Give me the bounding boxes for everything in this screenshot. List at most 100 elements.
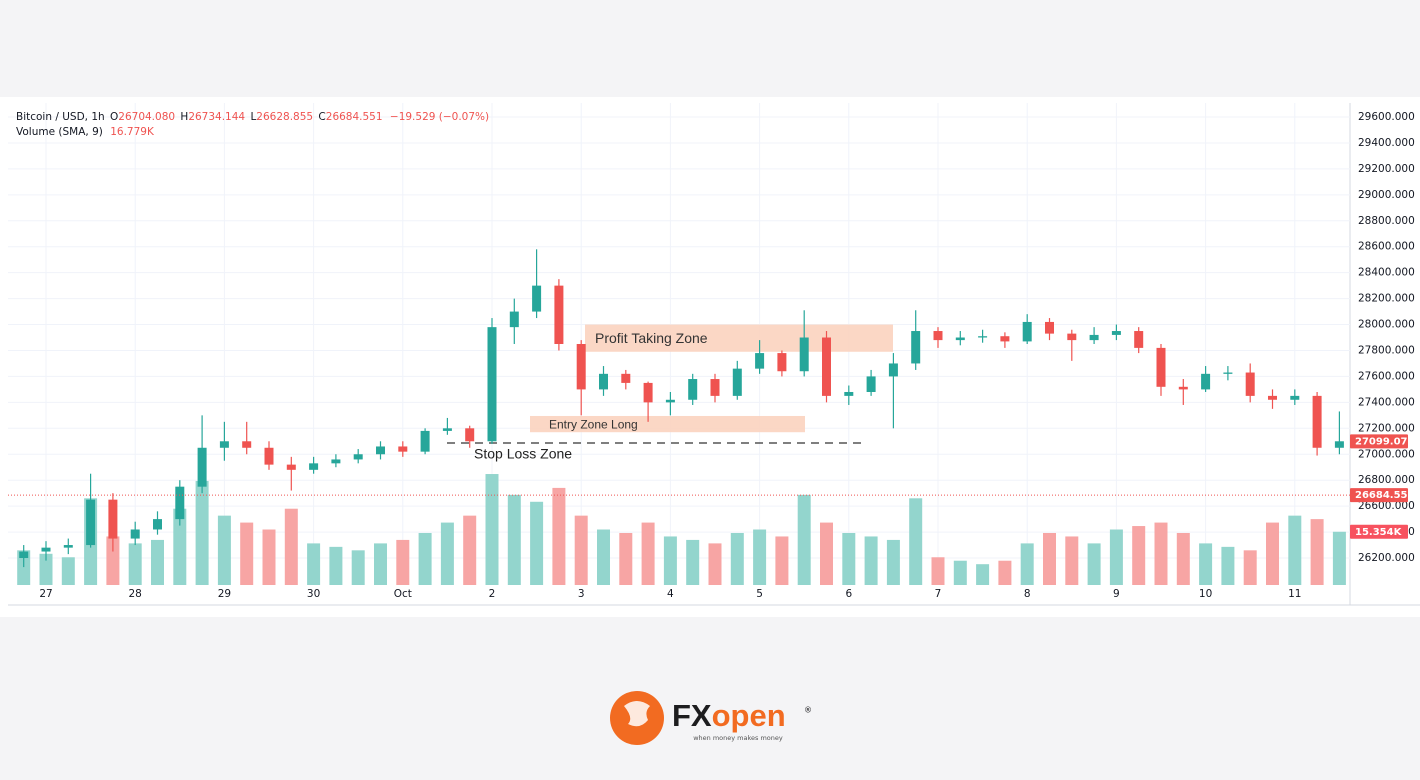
y-tick-label: 27600.000 [1358, 370, 1415, 382]
logo-tagline: when money makes money [693, 734, 783, 742]
prev-close-label: 26684.551 [1355, 490, 1415, 501]
x-tick-label: 28 [129, 588, 142, 600]
volume-bar [1132, 526, 1146, 585]
candle-body [888, 363, 898, 377]
close-value: 26684.551 [326, 111, 383, 123]
volume-bar [775, 536, 789, 585]
candle-body [732, 368, 742, 396]
y-tick-label: 27200.000 [1358, 422, 1415, 434]
volume-bar [842, 532, 856, 585]
candle-body [130, 529, 140, 539]
candle-body [86, 499, 96, 546]
volume-bar [530, 501, 544, 585]
logo-emblem [624, 701, 650, 727]
high-label: H [180, 111, 188, 123]
volume-bar [1221, 546, 1235, 585]
candle-body [777, 353, 787, 372]
candle-body [1178, 386, 1188, 390]
high-value: 26734.144 [188, 111, 245, 123]
candle-body [1089, 334, 1099, 341]
volume-bar [1288, 515, 1302, 585]
volume-bar [240, 522, 254, 585]
volume-bar [1310, 519, 1324, 585]
candle-body [264, 447, 274, 465]
candle-body [442, 428, 452, 431]
low-label: L [250, 111, 256, 123]
volume-bar [708, 543, 722, 585]
stop-loss-label: Stop Loss Zone [474, 446, 572, 462]
y-tick-label: 26200.000 [1358, 552, 1415, 564]
y-tick-label: 29400.000 [1358, 137, 1415, 149]
x-tick-label: 2 [489, 588, 496, 600]
candle-body [41, 547, 51, 552]
open-label: O [110, 111, 118, 123]
close-label: C [318, 111, 325, 123]
candle-body [420, 430, 430, 452]
volume-bar [1109, 529, 1123, 585]
candle-body [1000, 336, 1010, 342]
x-tick-label: 5 [756, 588, 763, 600]
candle-body [844, 391, 854, 396]
volume-bar [886, 539, 900, 585]
x-tick-label: 29 [218, 588, 231, 600]
volume-bar [128, 543, 142, 585]
zones: Profit Taking Zone Entry Zone Long Stop Lo… [447, 324, 893, 462]
candle-body [175, 486, 185, 520]
candle-body [688, 379, 698, 400]
candles [19, 249, 1344, 568]
volume-bar [753, 529, 767, 585]
candle-body [1223, 372, 1233, 374]
y-tick-label: 26600.000 [1358, 500, 1415, 512]
candle-body [153, 519, 162, 530]
x-tick-label: 9 [1113, 588, 1120, 600]
volume-bar [396, 539, 410, 585]
candle-body [286, 464, 296, 470]
prev-close-label-box [1350, 488, 1408, 503]
candle-body [1156, 347, 1166, 387]
change: −19.529 (−0.07%) [390, 111, 489, 123]
y-tick-label: 27800.000 [1358, 344, 1415, 356]
candle-body [911, 331, 921, 364]
x-tick-label: 8 [1024, 588, 1031, 600]
candle-body [1022, 321, 1032, 342]
candle-body [866, 376, 876, 392]
candle-body [398, 446, 408, 452]
candle-body [63, 545, 73, 548]
volume-bar [1043, 532, 1056, 585]
volume-bar [931, 557, 945, 585]
candle-body [554, 285, 564, 344]
volume-bar [730, 532, 744, 585]
x-tick-label: 27 [39, 588, 52, 600]
volume-bar [619, 532, 633, 585]
candle-body [978, 336, 988, 338]
candle-body [933, 331, 943, 341]
x-tick-label: 3 [578, 588, 585, 600]
volume-bar [284, 508, 298, 585]
candle-body [643, 382, 653, 403]
volume-bar [195, 480, 209, 585]
volume-bar [17, 550, 31, 585]
y-tick-label: 27000.000 [1358, 448, 1415, 460]
zone [530, 415, 805, 433]
x-tick-label: 7 [935, 588, 942, 600]
candle-body [1268, 395, 1277, 400]
candle-body [353, 454, 363, 460]
candle-body [509, 311, 519, 328]
zone [585, 324, 893, 352]
volume-bar [39, 553, 53, 585]
candle-body [599, 373, 608, 390]
y-tick-label: 29000.000 [1358, 189, 1415, 201]
volume-bar [663, 536, 677, 585]
volume-bar [329, 546, 343, 585]
symbol: Bitcoin / USD, 1h [16, 111, 105, 123]
volume-bar [686, 539, 700, 585]
candle-body [1290, 395, 1300, 400]
last-price-label-box [1350, 434, 1408, 449]
candle-body [532, 285, 542, 312]
y-tick-label: 28200.000 [1358, 293, 1415, 305]
volume-bar [552, 487, 566, 585]
candle-body [242, 441, 252, 448]
volume-bar [1065, 536, 1079, 585]
candle-body [621, 373, 631, 383]
